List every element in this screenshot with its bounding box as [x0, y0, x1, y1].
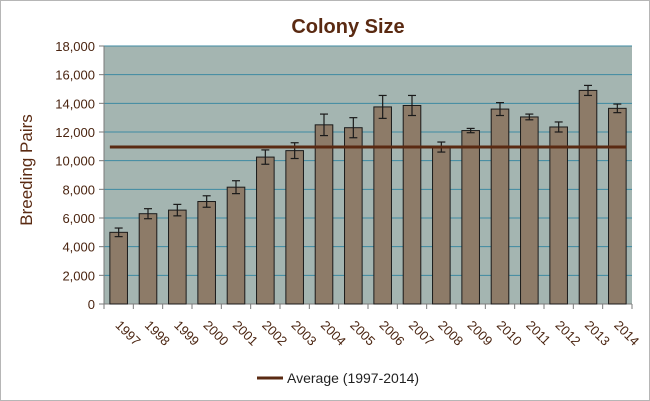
x-tick-label-2007: 2007	[406, 318, 437, 349]
x-tick-label-2002: 2002	[259, 318, 290, 349]
bar-1998	[139, 214, 157, 304]
x-tick-label-2010: 2010	[494, 318, 525, 349]
bar-2008	[433, 147, 451, 304]
bar-2013	[579, 90, 597, 304]
x-tick-label-2009: 2009	[465, 318, 496, 349]
bar-2002	[257, 157, 275, 304]
x-tick-label-2000: 2000	[201, 318, 232, 349]
x-tick-label-2012: 2012	[553, 318, 584, 349]
x-tick-label-2008: 2008	[435, 318, 466, 349]
x-axis-ticks: 1997199819992000200120022003200420052006…	[104, 304, 642, 349]
bar-2010	[491, 109, 509, 304]
bar-2014	[609, 108, 627, 304]
x-tick-label-1998: 1998	[142, 318, 173, 349]
bar-2004	[315, 125, 333, 304]
y-tick-label: 14,000	[55, 96, 95, 111]
bar-2000	[198, 202, 216, 304]
x-tick-label-2003: 2003	[289, 318, 320, 349]
bar-1999	[169, 210, 187, 304]
y-tick-label: 2,000	[62, 268, 95, 283]
x-tick-label-1999: 1999	[171, 318, 202, 349]
y-tick-label: 8,000	[62, 182, 95, 197]
bar-1997	[110, 232, 128, 304]
y-tick-label: 16,000	[55, 68, 95, 83]
x-tick-label-2004: 2004	[318, 318, 349, 349]
y-axis-title: Breeding Pairs	[17, 114, 36, 226]
bar-2003	[286, 151, 304, 304]
y-tick-label: 6,000	[62, 211, 95, 226]
y-tick-label: 0	[88, 297, 95, 312]
bar-2011	[521, 117, 539, 304]
bar-2007	[403, 105, 421, 304]
bar-2009	[462, 131, 480, 304]
x-tick-label-1997: 1997	[113, 318, 144, 349]
bar-2005	[345, 128, 363, 304]
x-tick-label-2006: 2006	[377, 318, 408, 349]
bar-2001	[227, 187, 245, 304]
bar-2012	[550, 127, 568, 304]
y-tick-label: 10,000	[55, 154, 95, 169]
x-tick-label-2001: 2001	[230, 318, 261, 349]
bar-2006	[374, 107, 392, 304]
x-tick-label-2005: 2005	[347, 318, 378, 349]
x-tick-label-2013: 2013	[582, 318, 613, 349]
y-tick-label: 12,000	[55, 125, 95, 140]
x-tick-label-2014: 2014	[611, 318, 642, 349]
chart-title: Colony Size	[291, 16, 404, 38]
x-tick-label-2011: 2011	[523, 318, 553, 348]
y-tick-label: 18,000	[55, 39, 95, 54]
y-tick-label: 4,000	[62, 240, 95, 255]
legend-label-average: Average (1997-2014)	[287, 370, 419, 386]
